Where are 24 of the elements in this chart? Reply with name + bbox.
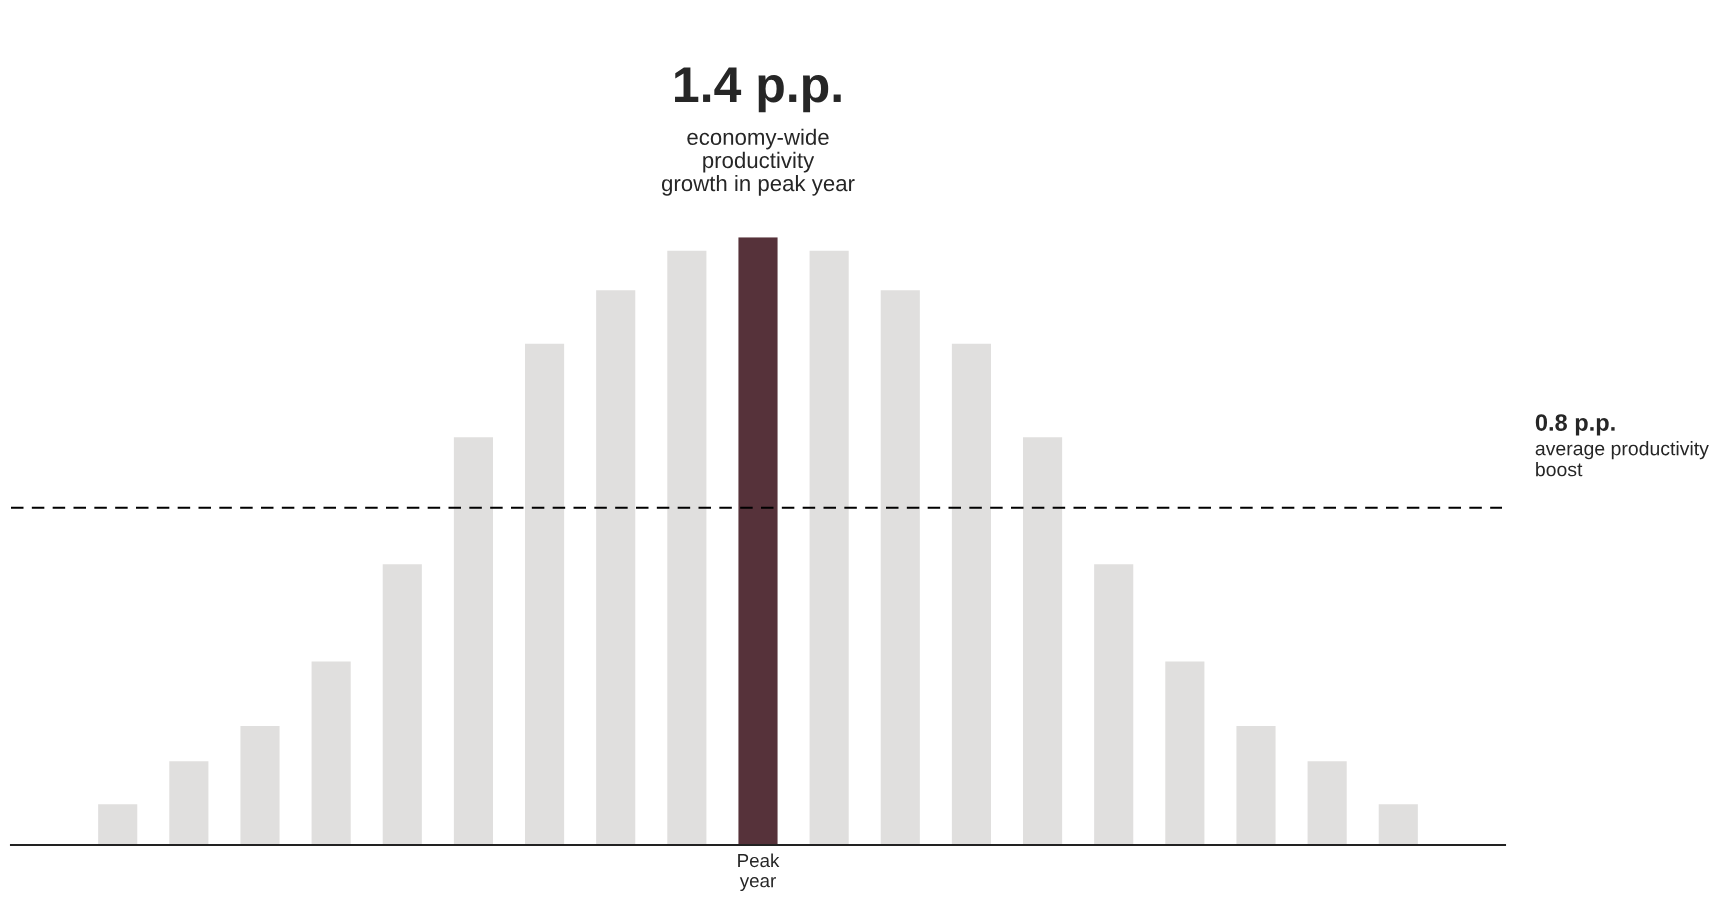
bar: [311, 661, 351, 846]
bar: [1307, 761, 1347, 846]
bar: [880, 290, 920, 846]
bar: [169, 761, 209, 846]
bar: [951, 343, 991, 846]
bar: [738, 237, 778, 846]
ref-line-label: 0.8 p.p.: [1535, 414, 1615, 436]
x-tick-label: Peak year: [738, 853, 780, 892]
bar: [1236, 725, 1276, 846]
bar: [453, 437, 493, 846]
bar: [240, 725, 280, 846]
text: average productivity boost: [1535, 441, 1709, 477]
bar: [667, 250, 707, 846]
bar: [382, 564, 422, 846]
bar: [1165, 661, 1205, 846]
bar: [596, 290, 636, 846]
bar: [1094, 564, 1134, 846]
bar: [1378, 804, 1418, 846]
bar: [525, 343, 565, 846]
text: 1.4 p.p.: [675, 67, 841, 113]
bar: [98, 804, 138, 846]
bar: [809, 250, 849, 846]
bar: [1023, 437, 1063, 846]
text: economy-wide productivity growth in peak year: [661, 128, 855, 196]
